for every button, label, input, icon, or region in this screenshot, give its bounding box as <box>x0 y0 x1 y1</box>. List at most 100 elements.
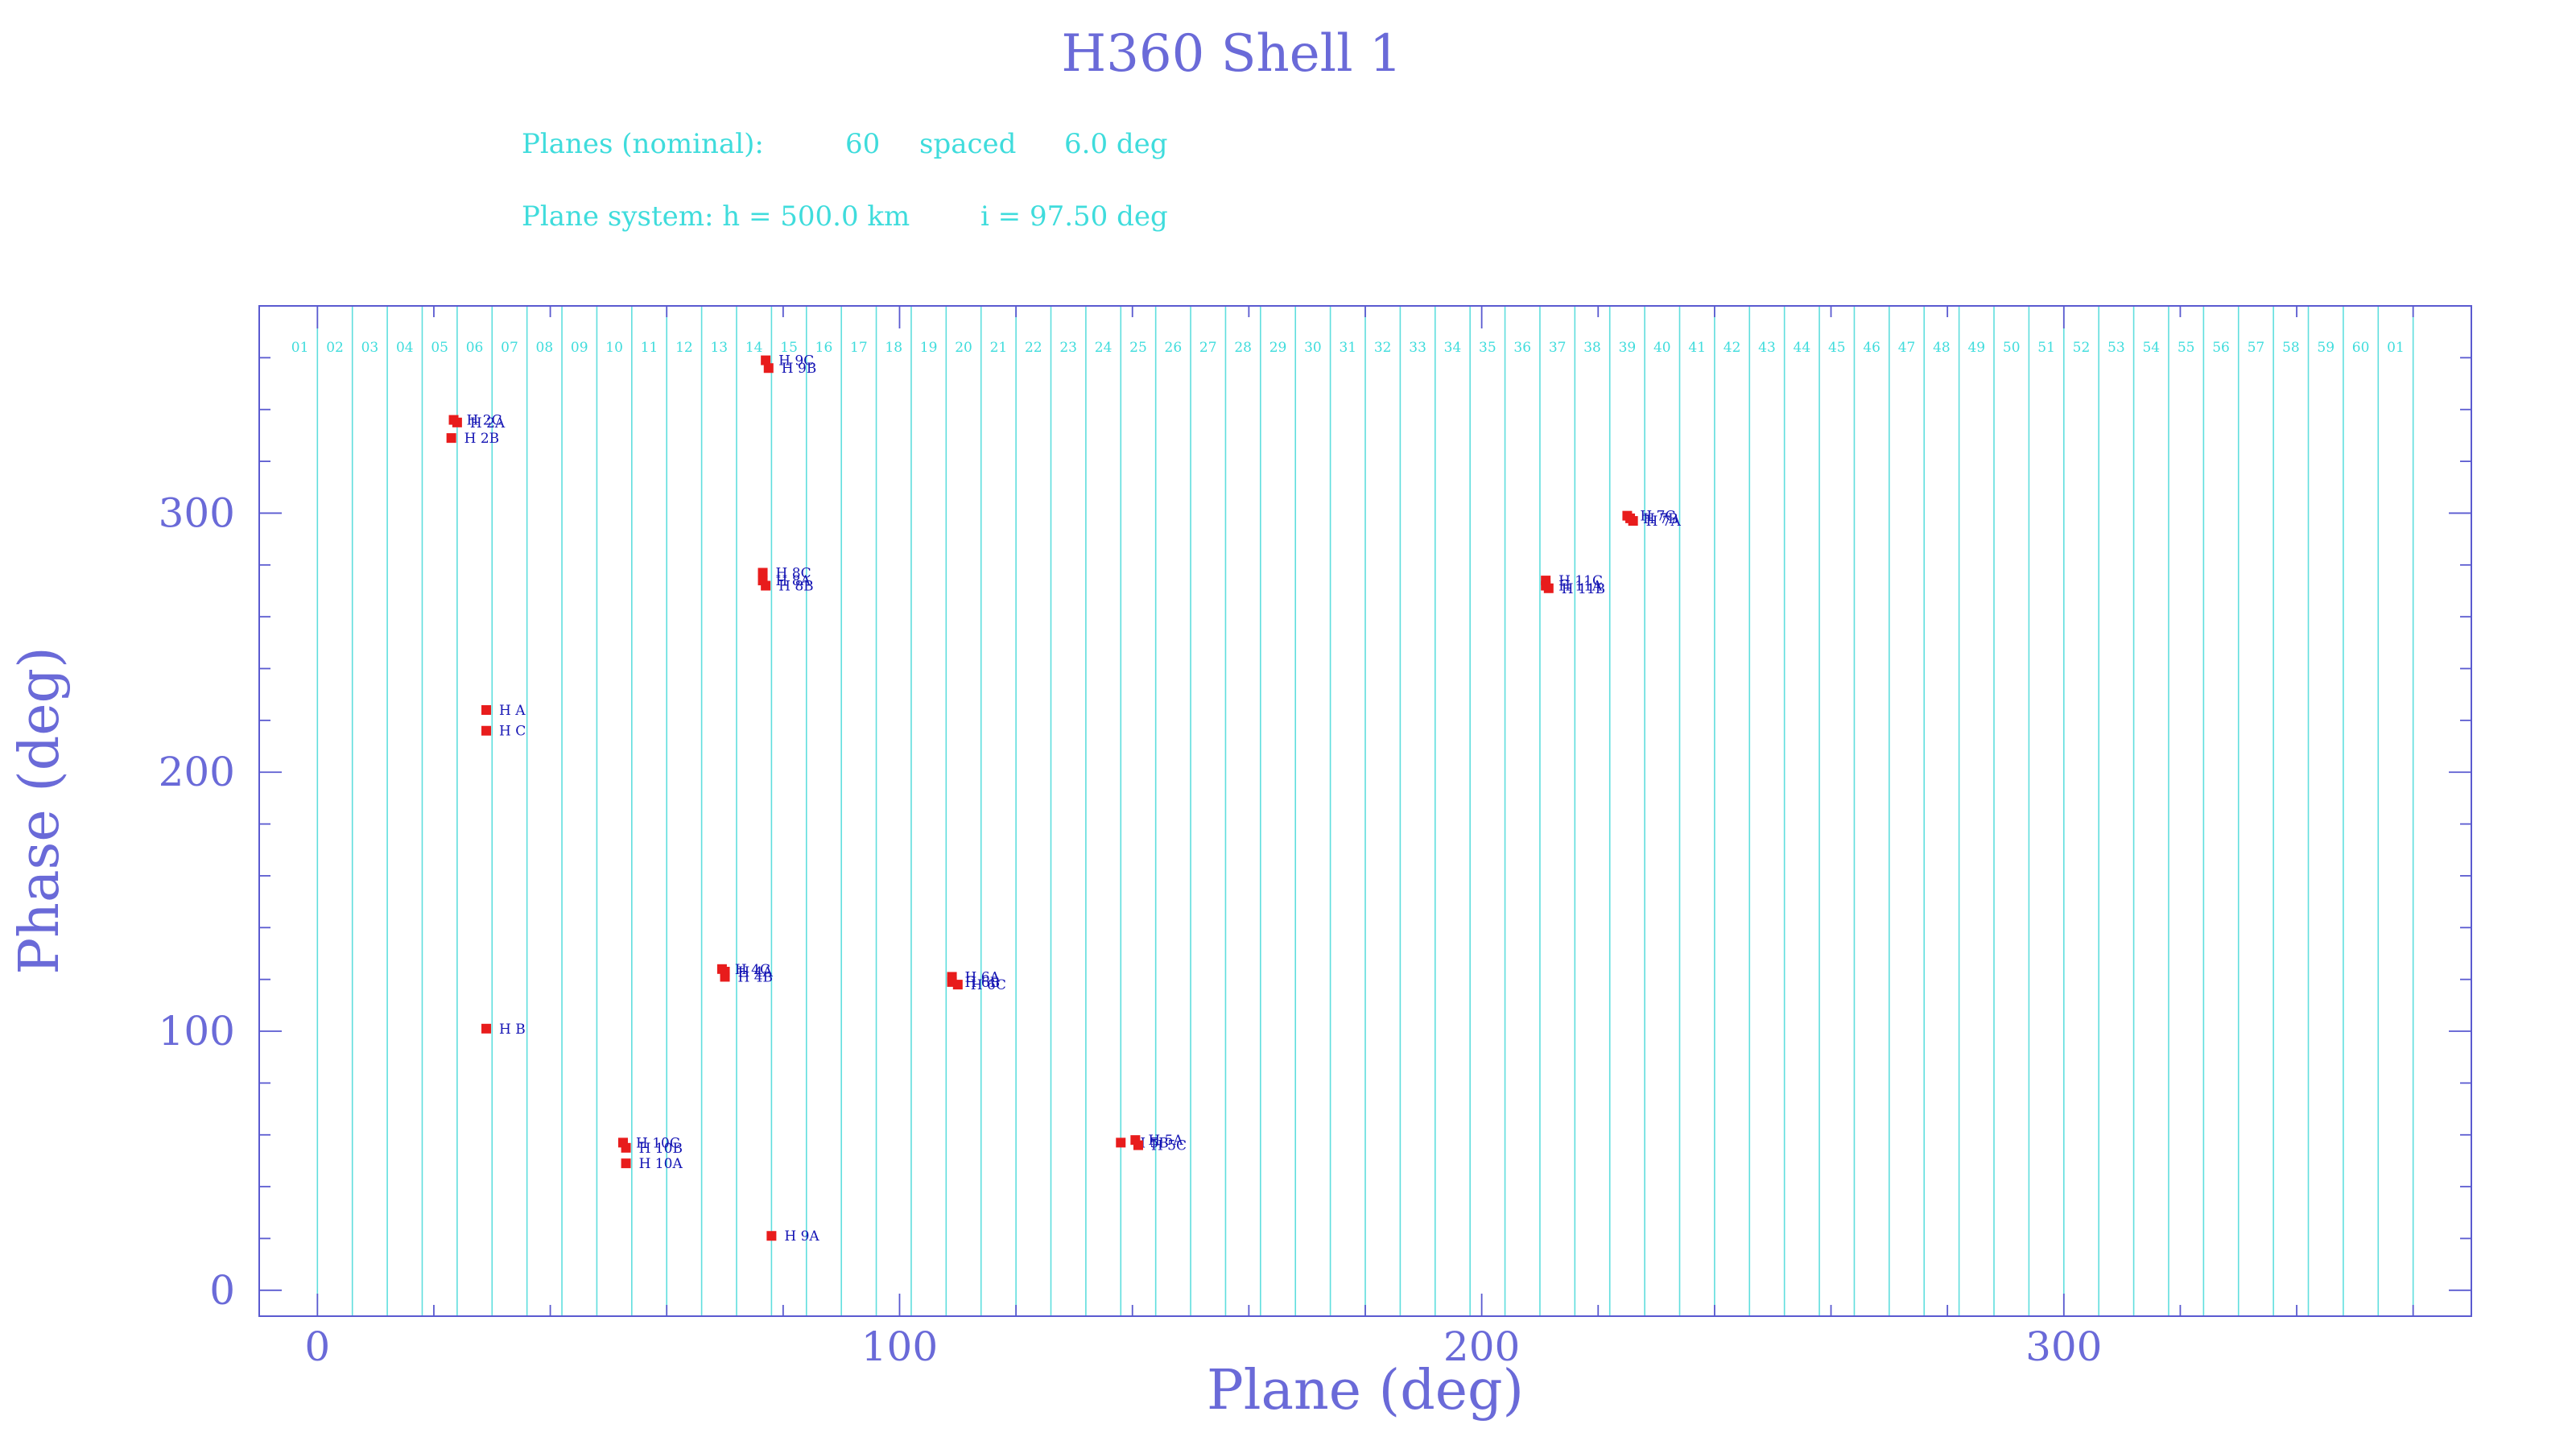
plane-label: 60 <box>2352 340 2370 356</box>
plane-label: 33 <box>1409 340 1426 356</box>
point-label: H B <box>499 1022 526 1038</box>
info-inclination: i = 97.50 deg <box>980 200 1168 233</box>
y-tick-label: 300 <box>159 489 235 536</box>
y-tick-label: 0 <box>209 1267 235 1314</box>
point-label: H 11B <box>1562 581 1605 597</box>
info-spaced-label: spaced <box>919 128 1016 160</box>
info-line-1: Planes (nominal): 60 spaced 6.0 deg <box>522 128 1168 160</box>
point-label: H 4A <box>738 964 774 980</box>
x-tick-label: 300 <box>2025 1323 2102 1370</box>
plane-label: 35 <box>1479 340 1496 356</box>
data-point <box>761 355 771 365</box>
plane-label: 45 <box>1828 340 1846 356</box>
plane-label: 09 <box>571 340 588 356</box>
plot-frame <box>258 305 2472 1317</box>
plane-label: 18 <box>885 340 902 356</box>
plane-label: 27 <box>1199 340 1217 356</box>
plane-label: 22 <box>1025 340 1042 356</box>
data-point <box>481 1023 492 1034</box>
data-point <box>1543 583 1554 593</box>
plane-label: 47 <box>1898 340 1916 356</box>
plane-label: 31 <box>1339 340 1356 356</box>
info-planes-label: Planes (nominal): <box>522 128 764 160</box>
point-label: H 2B <box>464 431 500 447</box>
plane-label: 05 <box>431 340 448 356</box>
point-label: H 8B <box>778 579 814 595</box>
data-point <box>452 417 462 427</box>
plane-label: 40 <box>1653 340 1671 356</box>
data-point <box>758 568 768 578</box>
plane-label: 55 <box>2178 340 2195 356</box>
plane-label: 10 <box>605 340 623 356</box>
plane-label: 42 <box>1724 340 1741 356</box>
point-label: H 10A <box>639 1156 683 1172</box>
data-point <box>1628 516 1638 526</box>
point-label: H 4C <box>735 962 770 978</box>
point-label: H 5A <box>1148 1133 1183 1149</box>
plane-label: 44 <box>1794 340 1811 356</box>
point-label: H 5C <box>1151 1138 1187 1154</box>
plane-label: 49 <box>1967 340 1985 356</box>
plane-lines <box>316 306 2414 1316</box>
plane-label: 24 <box>1095 340 1113 356</box>
data-point <box>952 980 963 990</box>
plane-label: 15 <box>780 340 798 356</box>
point-label: H 8A <box>776 573 811 589</box>
plane-label: 17 <box>850 340 868 356</box>
data-point <box>1116 1137 1126 1148</box>
plane-label: 41 <box>1688 340 1706 356</box>
point-label: H 7A <box>1646 514 1682 530</box>
plane-label: 38 <box>1583 340 1601 356</box>
plane-label: 26 <box>1165 340 1183 356</box>
plane-label: 51 <box>2037 340 2055 356</box>
plane-label: 58 <box>2282 340 2300 356</box>
plane-label: 37 <box>1549 340 1567 356</box>
plane-label: 25 <box>1129 340 1147 356</box>
data-point <box>766 1231 777 1241</box>
plane-label: 29 <box>1269 340 1287 356</box>
point-label: H 9A <box>784 1228 819 1245</box>
plane-label: 04 <box>396 340 414 356</box>
point-label: H 10C <box>636 1135 680 1151</box>
plane-label: 43 <box>1758 340 1776 356</box>
data-point <box>1133 1140 1143 1150</box>
info-line-2: Plane system: h = 500.0 km i = 97.50 deg <box>522 200 1168 233</box>
plane-label: 34 <box>1444 340 1462 356</box>
data-point <box>621 1142 631 1153</box>
plane-label: 39 <box>1619 340 1637 356</box>
plane-label: 56 <box>2212 340 2230 356</box>
plane-label: 21 <box>990 340 1008 356</box>
point-label: H 7C <box>1640 509 1675 525</box>
plane-label: 30 <box>1304 340 1322 356</box>
point-label: H 7B <box>1643 511 1678 527</box>
plane-label: 11 <box>641 340 658 356</box>
data-point <box>446 433 456 444</box>
plane-labels: 01 02 03 04 05 06 07 08 09 10 11 12 13 14 15 16 17 18 19 20… <box>291 340 2405 356</box>
axis-ticks <box>259 306 2471 1316</box>
data-point <box>621 1158 631 1169</box>
plane-label: 46 <box>1863 340 1880 356</box>
plane-label: 36 <box>1513 340 1531 356</box>
info-plane-system: Plane system: h = 500.0 km <box>522 200 910 233</box>
data-point <box>481 705 492 715</box>
point-label: H A <box>499 703 526 719</box>
y-axis-label: Phase (deg) <box>8 646 72 974</box>
point-label: H 9B <box>782 361 817 377</box>
plane-label: 32 <box>1374 340 1392 356</box>
point-label: H 8C <box>776 565 811 581</box>
plane-label: 07 <box>501 340 518 356</box>
point-label: H 6C <box>971 977 1006 993</box>
point-label: H 2C <box>467 413 502 429</box>
y-tick-label: 200 <box>159 749 235 795</box>
point-label: H 11A <box>1558 579 1603 595</box>
plane-label: 02 <box>326 340 344 356</box>
plane-label: 50 <box>2003 340 2021 356</box>
point-label: H C <box>499 724 526 740</box>
plane-label: 03 <box>361 340 379 356</box>
point-label: H 11C <box>1558 573 1603 589</box>
plane-label: 01 <box>2387 340 2405 356</box>
plane-label: 19 <box>920 340 938 356</box>
y-tick-labels: 0 100 200 300 <box>159 489 235 1313</box>
plane-label: 08 <box>536 340 554 356</box>
